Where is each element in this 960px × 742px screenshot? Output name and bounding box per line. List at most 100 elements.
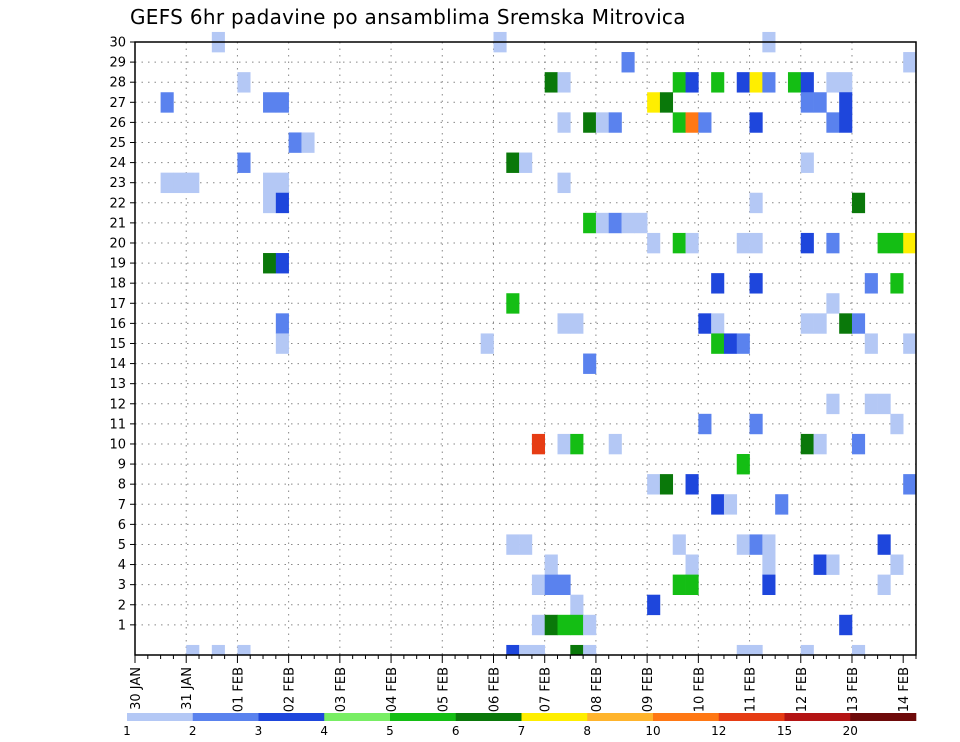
x-tick-label: 08 FEB <box>590 667 605 712</box>
precip-cell <box>506 534 520 555</box>
precip-cell <box>749 72 763 93</box>
x-tick-label: 11 FEB <box>744 667 759 712</box>
y-tick-label: 1 <box>118 618 126 633</box>
precip-cell <box>531 614 546 636</box>
precip-cell <box>519 534 533 555</box>
precip-cell <box>851 313 866 334</box>
precip-cell <box>531 644 546 656</box>
precip-cell <box>749 273 763 294</box>
x-tick-label: 14 FEB <box>897 667 912 712</box>
precip-cell <box>647 232 661 254</box>
precip-cell <box>685 112 699 133</box>
legend-swatch <box>850 713 917 721</box>
precip-cell <box>275 253 289 274</box>
y-tick-label: 30 <box>109 36 126 51</box>
legend-label: 10 <box>645 724 660 738</box>
x-tick-label: 30 JAN <box>129 667 144 710</box>
color-legend: 1 2 3 4 5 6 7 8 10 12 15 20 <box>123 713 917 738</box>
legend-label: 5 <box>386 724 394 738</box>
x-tick-label: 09 FEB <box>641 667 656 712</box>
precip-cell <box>723 333 738 354</box>
y-tick-label: 24 <box>109 156 126 171</box>
precip-cell <box>263 253 277 274</box>
precip-cell <box>736 454 750 475</box>
precip-cell <box>506 644 520 656</box>
precip-cell <box>711 313 725 334</box>
y-tick-label: 20 <box>109 236 126 251</box>
precip-cell <box>685 474 699 495</box>
precip-cell <box>557 172 571 194</box>
legend-swatch <box>258 713 325 721</box>
precip-cell <box>275 333 289 354</box>
y-tick-label: 28 <box>109 76 126 91</box>
precip-cell <box>288 132 302 153</box>
precip-cell <box>762 554 776 575</box>
precip-cell <box>685 574 699 596</box>
precip-cell <box>544 614 558 636</box>
precip-cell <box>275 92 289 113</box>
legend-swatch <box>653 713 720 721</box>
precip-cell <box>736 644 750 656</box>
precip-cell <box>608 112 622 133</box>
precip-cell <box>621 52 635 73</box>
y-tick-label: 25 <box>109 136 126 151</box>
precip-cell <box>570 614 584 636</box>
y-tick-label: 16 <box>109 317 126 332</box>
precip-cell <box>800 644 814 656</box>
y-tick-label: 2 <box>118 598 126 613</box>
precip-cells <box>160 31 917 656</box>
precip-cell <box>839 313 853 334</box>
precip-cell <box>634 212 648 234</box>
legend-label: 8 <box>583 724 591 738</box>
grid-lines <box>135 41 916 655</box>
x-tick-label: 10 FEB <box>692 667 707 712</box>
precip-cell <box>711 333 725 354</box>
legend-swatch <box>784 713 851 721</box>
precip-cell <box>480 333 494 354</box>
precip-cell <box>698 313 712 334</box>
precip-cell <box>263 92 277 113</box>
precip-cell <box>583 353 597 374</box>
legend-label: 7 <box>518 724 526 738</box>
precip-cell <box>160 92 174 113</box>
precip-cell <box>762 72 776 93</box>
precip-cell <box>826 232 840 254</box>
precip-cell <box>570 594 584 616</box>
legend-swatch <box>521 713 588 721</box>
x-tick-label: 07 FEB <box>539 667 554 712</box>
legend-swatch <box>324 713 391 721</box>
y-tick-label: 3 <box>118 578 126 593</box>
legend-label: 15 <box>777 724 792 738</box>
precip-cell <box>826 112 840 133</box>
precip-cell <box>519 644 533 656</box>
y-tick-label: 23 <box>109 176 126 191</box>
y-tick-label: 6 <box>118 518 126 533</box>
y-tick-label: 5 <box>118 538 126 553</box>
precip-cell <box>736 232 750 254</box>
precip-cell <box>160 172 174 194</box>
precip-cell <box>557 574 571 596</box>
precip-cell <box>672 112 686 133</box>
precip-cell <box>647 474 661 495</box>
precip-cell <box>800 92 814 113</box>
precip-cell <box>749 232 763 254</box>
precip-cell <box>672 232 686 254</box>
y-tick-label: 8 <box>118 478 126 493</box>
x-tick-label: 04 FEB <box>385 667 400 712</box>
precip-cell <box>685 554 699 575</box>
precip-cell <box>749 192 763 214</box>
precip-cell <box>851 433 866 455</box>
y-tick-label: 22 <box>109 196 126 211</box>
precip-cell <box>237 644 251 656</box>
precip-cell <box>672 72 686 93</box>
precip-cell <box>839 614 853 636</box>
x-tick-label: 31 JAN <box>180 667 195 710</box>
legend-swatch <box>127 713 194 721</box>
precip-cell <box>275 192 289 214</box>
y-tick-label: 27 <box>109 96 126 111</box>
precip-cell <box>186 172 200 194</box>
precip-cell <box>890 413 904 435</box>
precip-cell <box>813 313 827 334</box>
legend-label: 2 <box>189 724 197 738</box>
precip-cell <box>864 393 878 415</box>
